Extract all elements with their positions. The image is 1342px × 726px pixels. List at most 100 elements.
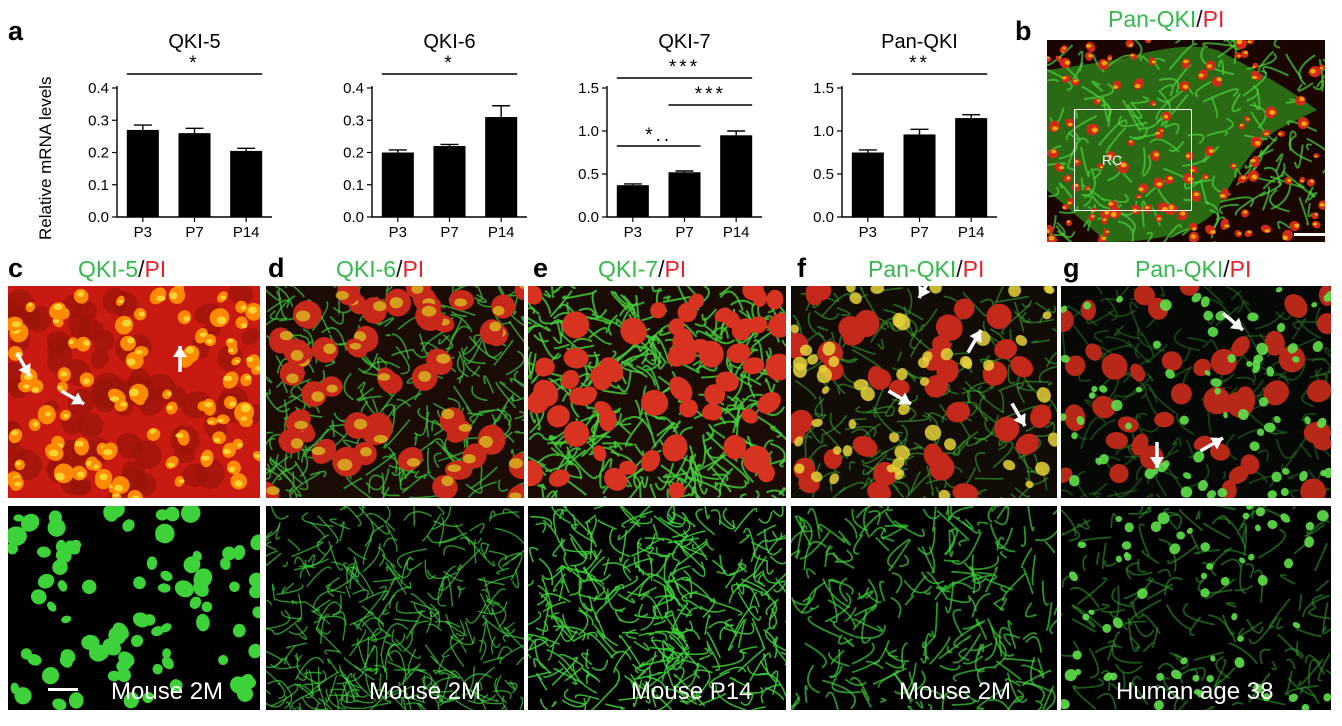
nucleus-blob xyxy=(1124,553,1132,561)
fiber-strand xyxy=(478,639,487,661)
nucleus-blob xyxy=(853,379,869,391)
nucleus-blob xyxy=(726,343,751,364)
signal-spot xyxy=(1224,224,1230,228)
fiber-strand xyxy=(539,698,549,710)
fiber-strand xyxy=(1254,311,1285,330)
fiber-strand xyxy=(312,599,331,613)
fiber-strand xyxy=(569,567,582,596)
fiber-strand xyxy=(339,668,359,698)
fiber-strand xyxy=(869,526,887,537)
signal-spot xyxy=(1216,77,1222,82)
fiber-strand xyxy=(505,350,524,376)
nucleus-blob xyxy=(936,358,959,383)
fiber-strand xyxy=(1134,342,1141,360)
fiber-strand xyxy=(1021,300,1033,308)
nucleus-blob xyxy=(1280,513,1290,523)
fiber-strand xyxy=(1234,190,1266,216)
nucleus-blob xyxy=(799,344,813,356)
fiber-strand xyxy=(339,521,345,542)
signal-spot xyxy=(1251,174,1258,180)
fiber-strand xyxy=(858,508,889,537)
fiber-strand xyxy=(990,625,1015,657)
fiber-strand xyxy=(886,506,894,512)
fiber-strand xyxy=(661,653,674,682)
fiber-strand xyxy=(385,524,398,553)
fiber-strand xyxy=(702,597,716,619)
fiber-strand xyxy=(449,636,465,668)
fiber-strand xyxy=(984,566,998,593)
signal-spot xyxy=(74,440,84,447)
nucleus-blob xyxy=(959,356,972,369)
fiber-strand xyxy=(580,356,599,387)
fiber-strand xyxy=(1299,686,1320,705)
fiber-strand xyxy=(443,570,464,582)
signal-spot xyxy=(222,448,231,455)
nucleus-blob xyxy=(1047,432,1057,447)
fiber-strand xyxy=(941,691,960,710)
fiber-strand xyxy=(838,481,867,493)
fiber-strand xyxy=(330,565,358,593)
fiber-strand xyxy=(698,654,711,661)
fiber-strand xyxy=(1302,594,1330,618)
fiber-strand xyxy=(377,317,394,328)
fiber-strand xyxy=(393,669,426,673)
fiber-strand xyxy=(646,553,653,581)
fiber-strand xyxy=(1061,575,1070,588)
nucleus-blob xyxy=(174,580,194,598)
x-tick-label: P14 xyxy=(488,224,515,241)
fiber-strand xyxy=(1049,619,1057,635)
fiber-strand xyxy=(570,286,577,289)
fiber-strand xyxy=(481,615,510,638)
nucleus-blob xyxy=(232,623,246,638)
signal-spot xyxy=(421,305,437,317)
nucleus-blob xyxy=(846,286,856,293)
fiber-strand xyxy=(1246,84,1259,102)
fiber-strand xyxy=(647,697,675,710)
fiber-strand xyxy=(481,693,502,705)
fiber-strand xyxy=(433,452,442,469)
fiber-strand xyxy=(992,602,1005,612)
fiber-strand xyxy=(280,471,293,483)
fiber-strand xyxy=(962,690,980,703)
nucleus-blob xyxy=(1323,467,1331,479)
nucleus-blob xyxy=(1325,291,1331,302)
signal-spot xyxy=(519,286,524,290)
nucleus-blob xyxy=(196,613,210,632)
fiber-strand xyxy=(1159,286,1165,297)
fiber-strand xyxy=(349,611,374,626)
y-tick-label: 0.3 xyxy=(88,112,109,129)
signal-spot xyxy=(1206,64,1213,69)
fiber-strand xyxy=(844,606,857,623)
fiber-strand xyxy=(1213,667,1236,688)
nucleus-blob xyxy=(1159,299,1172,312)
fiber-strand xyxy=(629,678,636,690)
signal-spot xyxy=(1319,202,1325,207)
fiber-strand xyxy=(1080,416,1107,450)
nucleus-blob xyxy=(1257,574,1268,586)
nucleus-blob xyxy=(152,663,163,675)
signal-spot xyxy=(217,418,224,423)
nucleus-blob xyxy=(1135,386,1143,393)
fiber-strand xyxy=(1031,339,1050,344)
fiber-strand xyxy=(435,440,464,463)
signal-spot xyxy=(1090,214,1095,218)
fiber-strand xyxy=(1083,82,1114,100)
nucleus-blob xyxy=(1214,387,1221,395)
nucleus-blob xyxy=(1169,543,1181,555)
fiber-strand xyxy=(1165,604,1192,631)
signal-spot xyxy=(1299,97,1305,102)
fiber-strand xyxy=(1202,42,1237,49)
signal-spot xyxy=(237,443,243,448)
fiber-strand xyxy=(471,692,497,702)
nucleus-blob xyxy=(742,286,764,301)
fiber-strand xyxy=(502,508,520,519)
fiber-strand xyxy=(1096,692,1117,710)
nucleus-blob xyxy=(1292,621,1301,629)
nucleus-blob xyxy=(146,556,158,570)
nucleus-blob xyxy=(563,347,589,369)
fiber-strand xyxy=(731,583,764,595)
signal-spot xyxy=(353,418,368,430)
fiber-strand xyxy=(1071,618,1096,633)
nucleus-blob xyxy=(1095,457,1102,466)
fiber-strand xyxy=(620,506,638,522)
